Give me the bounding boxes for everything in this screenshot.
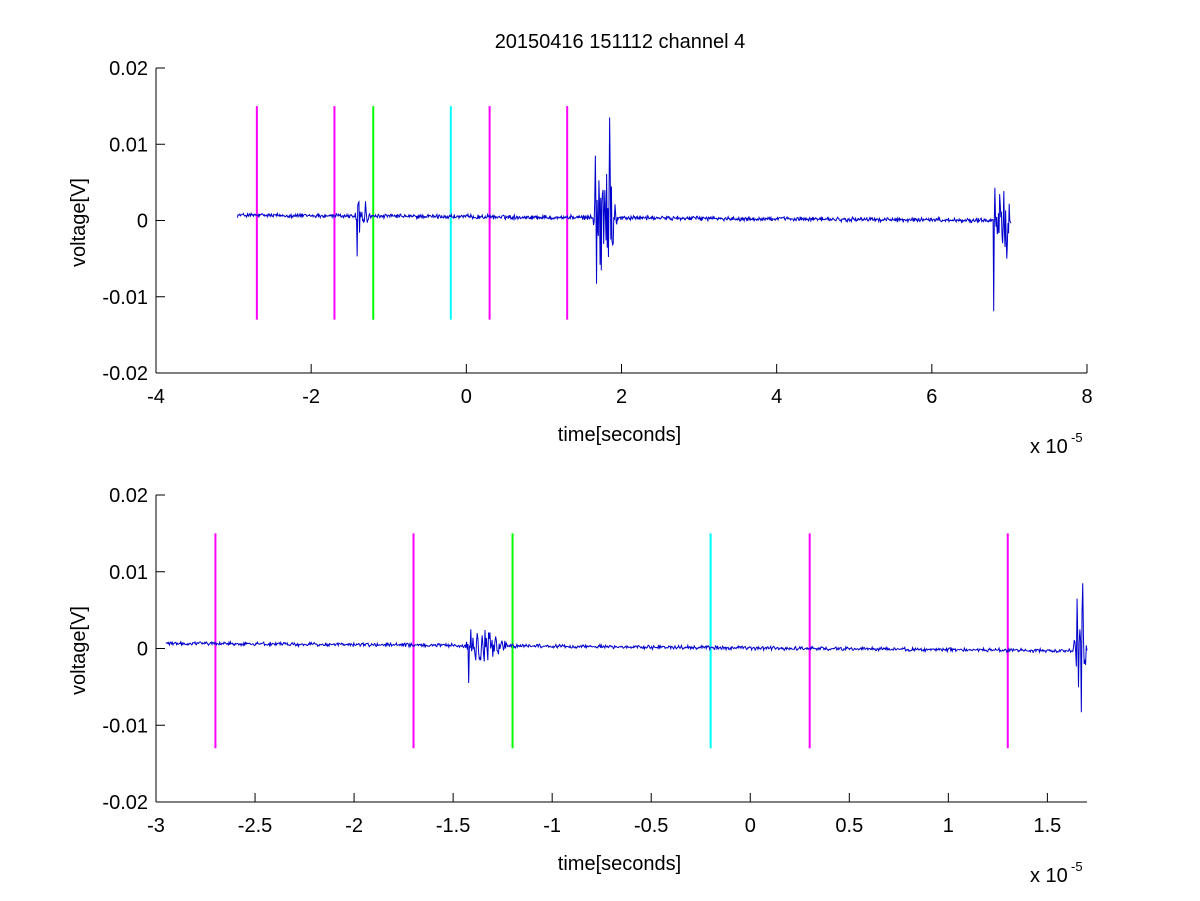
x-tick-label: -0.5 (634, 815, 668, 837)
x-axis-label: time[seconds] (558, 424, 681, 446)
y-tick-label: -0.01 (102, 715, 148, 737)
voltage-trace (236, 117, 1012, 312)
y-tick-label: 0 (137, 211, 148, 233)
x-tick-label: 4 (771, 386, 782, 408)
y-tick-label: -0.02 (102, 792, 148, 814)
x-tick-label: 1 (943, 815, 954, 837)
x-tick-label: -4 (147, 386, 165, 408)
x-tick-label: -2 (345, 815, 363, 837)
y-tick-label: 0.01 (109, 134, 148, 156)
x-tick-label: -1 (543, 815, 561, 837)
x-tick-label: -3 (147, 815, 165, 837)
x-tick-label: 2 (616, 386, 627, 408)
x-tick-label: -2 (302, 386, 320, 408)
top-plot: -0.02 -0.01 0 0.01 0.02 -4 -2 0 2 4 6 8 time[seconds… (68, 58, 1093, 458)
x-exponent-label: x 10 (1030, 865, 1068, 887)
x-tick-label: 1.5 (1033, 815, 1061, 837)
y-axis-label: voltage[V] (68, 178, 90, 267)
x-exponent-power: -5 (1071, 859, 1083, 874)
x-tick-label: -2.5 (238, 815, 272, 837)
y-tick-label: 0.02 (109, 485, 148, 507)
x-tick-label: 0 (461, 386, 472, 408)
x-exponent-power: -5 (1071, 430, 1083, 445)
x-tick-label: -1.5 (436, 815, 470, 837)
y-tick-label: 0.02 (109, 58, 148, 80)
y-tick-label: 0 (137, 639, 148, 661)
x-tick-label: 6 (926, 386, 937, 408)
x-tick-label: 0.5 (835, 815, 863, 837)
y-tick-label: -0.01 (102, 287, 148, 309)
y-axis-label: voltage[V] (68, 606, 90, 695)
voltage-trace (165, 583, 1088, 713)
x-tick-label: 8 (1081, 386, 1092, 408)
bottom-plot: -0.02 -0.01 0 0.01 0.02 -3 -2.5 -2 -1.5 -1 -0.5 0 0.… (68, 485, 1088, 887)
y-tick-label: -0.02 (102, 363, 148, 385)
figure-title: 20150416 151112 channel 4 (495, 31, 746, 53)
y-tick-label: 0.01 (109, 562, 148, 584)
x-axis-label: time[seconds] (558, 853, 681, 875)
x-exponent-label: x 10 (1030, 436, 1068, 458)
x-tick-label: 0 (745, 815, 756, 837)
